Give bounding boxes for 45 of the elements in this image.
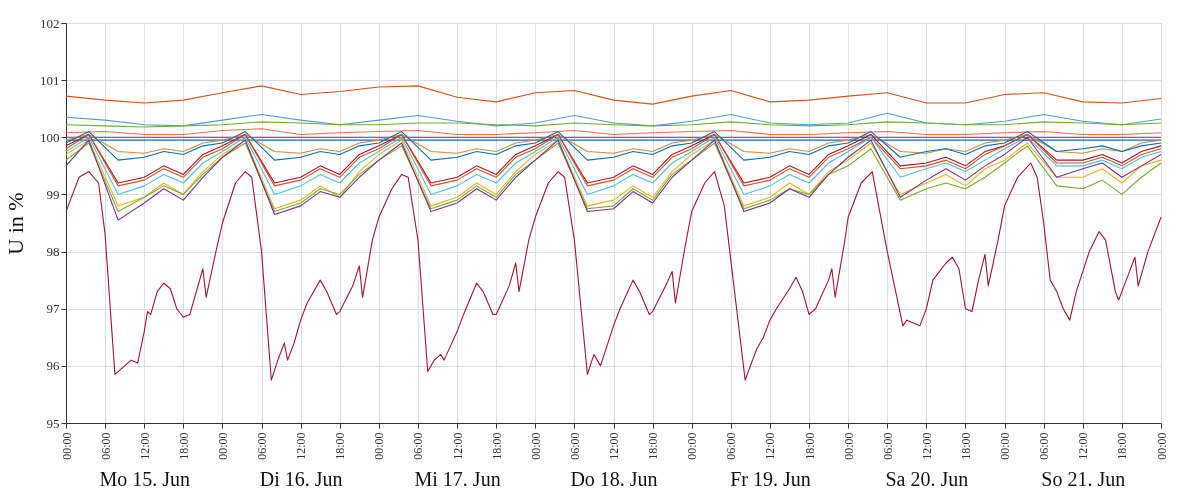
x-tick-label: 12:00 <box>137 432 152 460</box>
x-tick-label: 00:00 <box>1154 432 1169 460</box>
y-tick-label: 98 <box>46 244 60 260</box>
x-tick-label: 00:00 <box>372 432 387 460</box>
x-tick-label: 06:00 <box>411 432 426 460</box>
x-tick-label: 00:00 <box>528 432 543 460</box>
x2-tick-label: Fr 19. Jun <box>730 467 811 490</box>
x-tick-label: 12:00 <box>1076 432 1091 460</box>
x-tick-label: 06:00 <box>880 432 895 460</box>
x-tick-label: 12:00 <box>919 432 934 460</box>
x-tick-label: 12:00 <box>763 432 778 460</box>
x-tick-label: 06:00 <box>1037 432 1052 460</box>
x-tick-label: 18:00 <box>958 432 973 460</box>
x-tick-label: 12:00 <box>607 432 621 460</box>
y-tick-label: 102 <box>40 15 60 31</box>
y-tick-label: 100 <box>40 129 60 145</box>
x-tick-label: 18:00 <box>802 432 817 460</box>
x2-tick-label: Di 16. Jun <box>259 467 343 490</box>
x-tick-label: 12:00 <box>450 432 465 460</box>
y-tick-label: 99 <box>46 186 60 202</box>
x-tick-label: 06:00 <box>98 432 113 460</box>
x-tick-label: 00:00 <box>59 432 74 460</box>
x-tick-label: 06:00 <box>567 432 582 460</box>
x-tick-label: 00:00 <box>998 432 1013 460</box>
x-tick-label: 18:00 <box>646 432 661 460</box>
x-tick-label: 06:00 <box>724 432 739 460</box>
x-tick-label: 18:00 <box>1115 432 1130 460</box>
x-tick-label: 18:00 <box>333 432 348 460</box>
y-tick-label: 101 <box>40 72 60 88</box>
x2-tick-label: Mo 15. Jun <box>99 467 190 490</box>
y-tick-label: 96 <box>46 358 60 374</box>
x-tick-label: 18:00 <box>176 432 191 460</box>
x-tick-label: 12:00 <box>294 432 309 460</box>
x2-tick-label: So 21. Jun <box>1041 467 1126 490</box>
y-tick-label: 97 <box>46 301 60 317</box>
x2-tick-label: Mi 17. Jun <box>414 467 501 490</box>
x-tick-label: 18:00 <box>489 432 504 460</box>
x-tick-label: 00:00 <box>215 432 230 460</box>
y-tick-label: 95 <box>46 415 60 431</box>
y-axis-title: U in % <box>3 192 28 255</box>
x-tick-label: 00:00 <box>685 432 700 460</box>
x-tick-label: 06:00 <box>255 432 270 460</box>
x2-tick-label: Do 18. Jun <box>570 467 658 490</box>
x2-tick-label: Sa 20. Jun <box>885 467 969 490</box>
x-tick-label: 00:00 <box>841 432 856 460</box>
